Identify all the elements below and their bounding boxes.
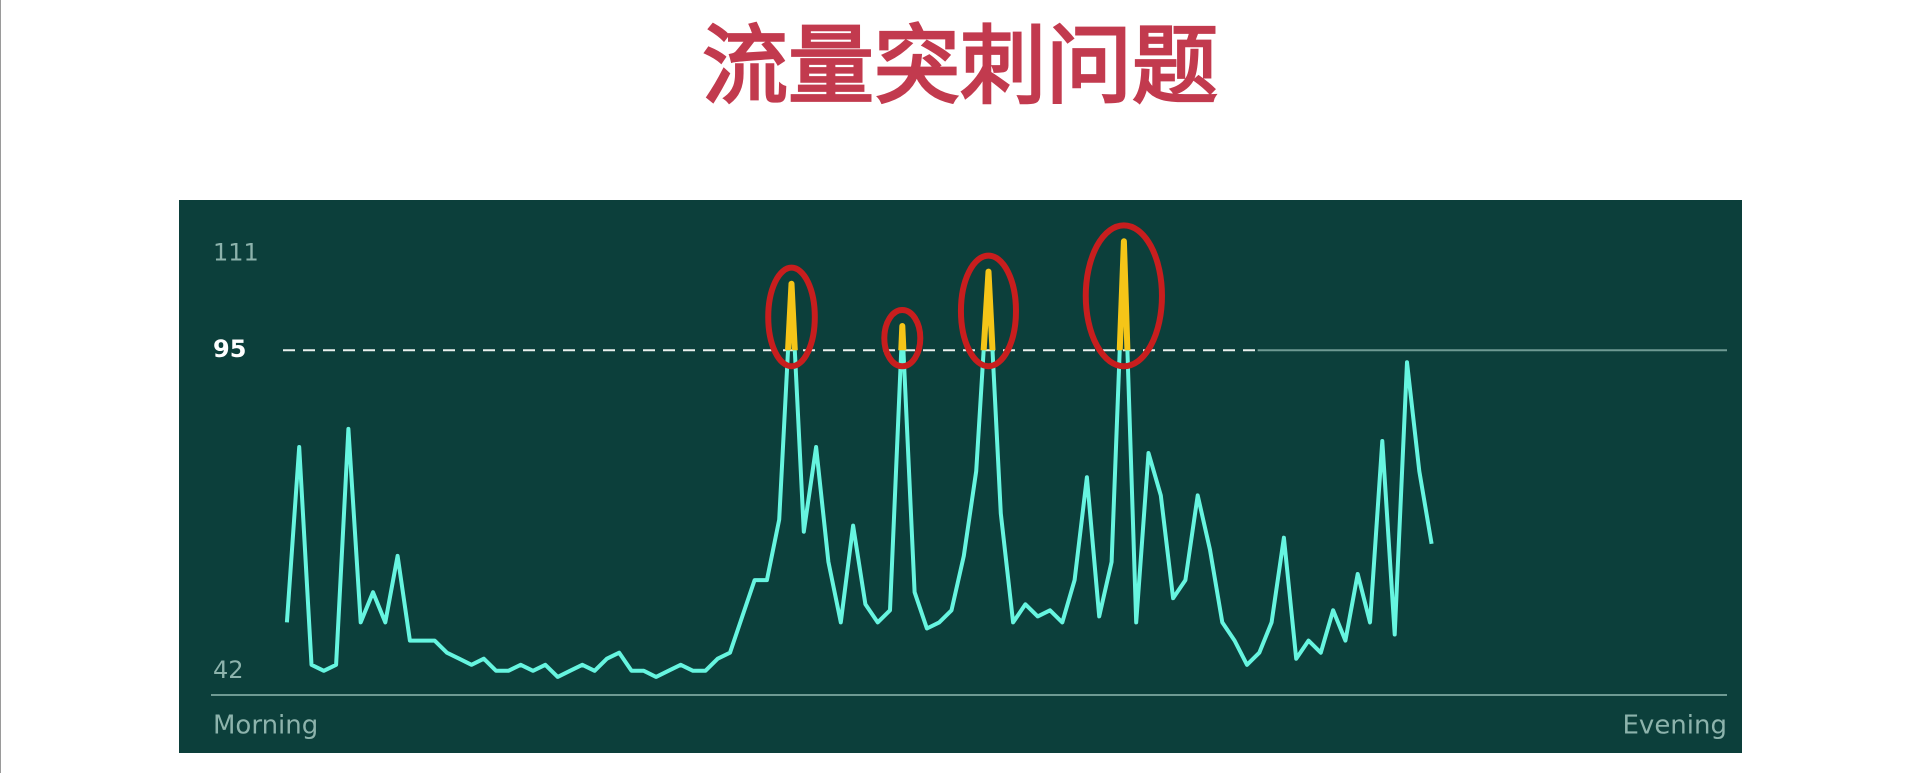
data-line (284, 239, 1434, 679)
chart-panel (179, 200, 1742, 753)
spike-circle (881, 307, 924, 370)
spike-circle (957, 252, 1019, 370)
x-label: Morning (213, 711, 318, 741)
spike-circle (765, 264, 818, 370)
y-tick-label: 42 (213, 656, 244, 684)
y-tick-label: 95 (213, 335, 246, 363)
slide-title: 流量突刺问题 (702, 16, 1218, 116)
spike-circle (1082, 222, 1165, 370)
x-label: Evening (1623, 711, 1728, 741)
y-tick-label: 111 (213, 238, 259, 266)
